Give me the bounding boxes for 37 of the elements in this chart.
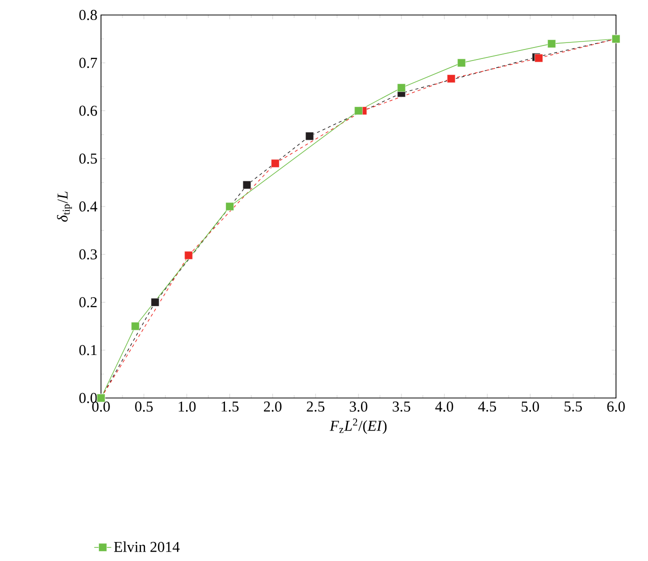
y-tick-label: 0.3 [79,249,97,260]
x-tick-label: 4.0 [435,402,454,412]
x-tick-label: 2.0 [264,402,282,412]
x-tick-label: 1.5 [222,402,239,412]
point [397,84,406,92]
point [547,40,556,48]
x-tick-label: 4.5 [478,402,496,412]
point [354,106,363,115]
x-tick-label: 0.5 [135,402,153,412]
y-tick-label: 0.6 [79,106,98,116]
point [150,298,160,306]
x-tick-label: 3.5 [392,402,410,412]
x-tick-label: 0.0 [92,402,110,412]
y-tick-label: 0.8 [79,10,97,20]
x-tick-label: 6.0 [607,402,625,412]
x-axis-title: F$_{z}$L$^{2}$/(EI) [330,418,387,434]
x-tick-label: 5.0 [522,402,539,412]
y-tick-label: 0.0 [79,392,97,404]
point [242,180,252,190]
y-tick-label: 0.4 [79,201,98,212]
point [271,159,280,168]
y-tick-label: 0.1 [79,345,97,356]
x-tick-label: 2.5 [306,402,324,412]
x-tick-label: 5.5 [564,402,582,412]
legend-label: Elvin 2014 [114,541,180,552]
point [184,251,193,260]
x-tick-label: 1.0 [178,402,196,412]
point [447,74,456,83]
point [226,202,234,211]
y-tick-label: 0.5 [79,154,97,164]
x-tick-label: 3.0 [350,402,368,412]
y-tick-label: 0.7 [79,58,98,68]
point [457,58,466,68]
point [534,54,543,62]
point [131,322,140,330]
y-tick-label: 0.2 [79,297,97,308]
point [305,132,314,140]
